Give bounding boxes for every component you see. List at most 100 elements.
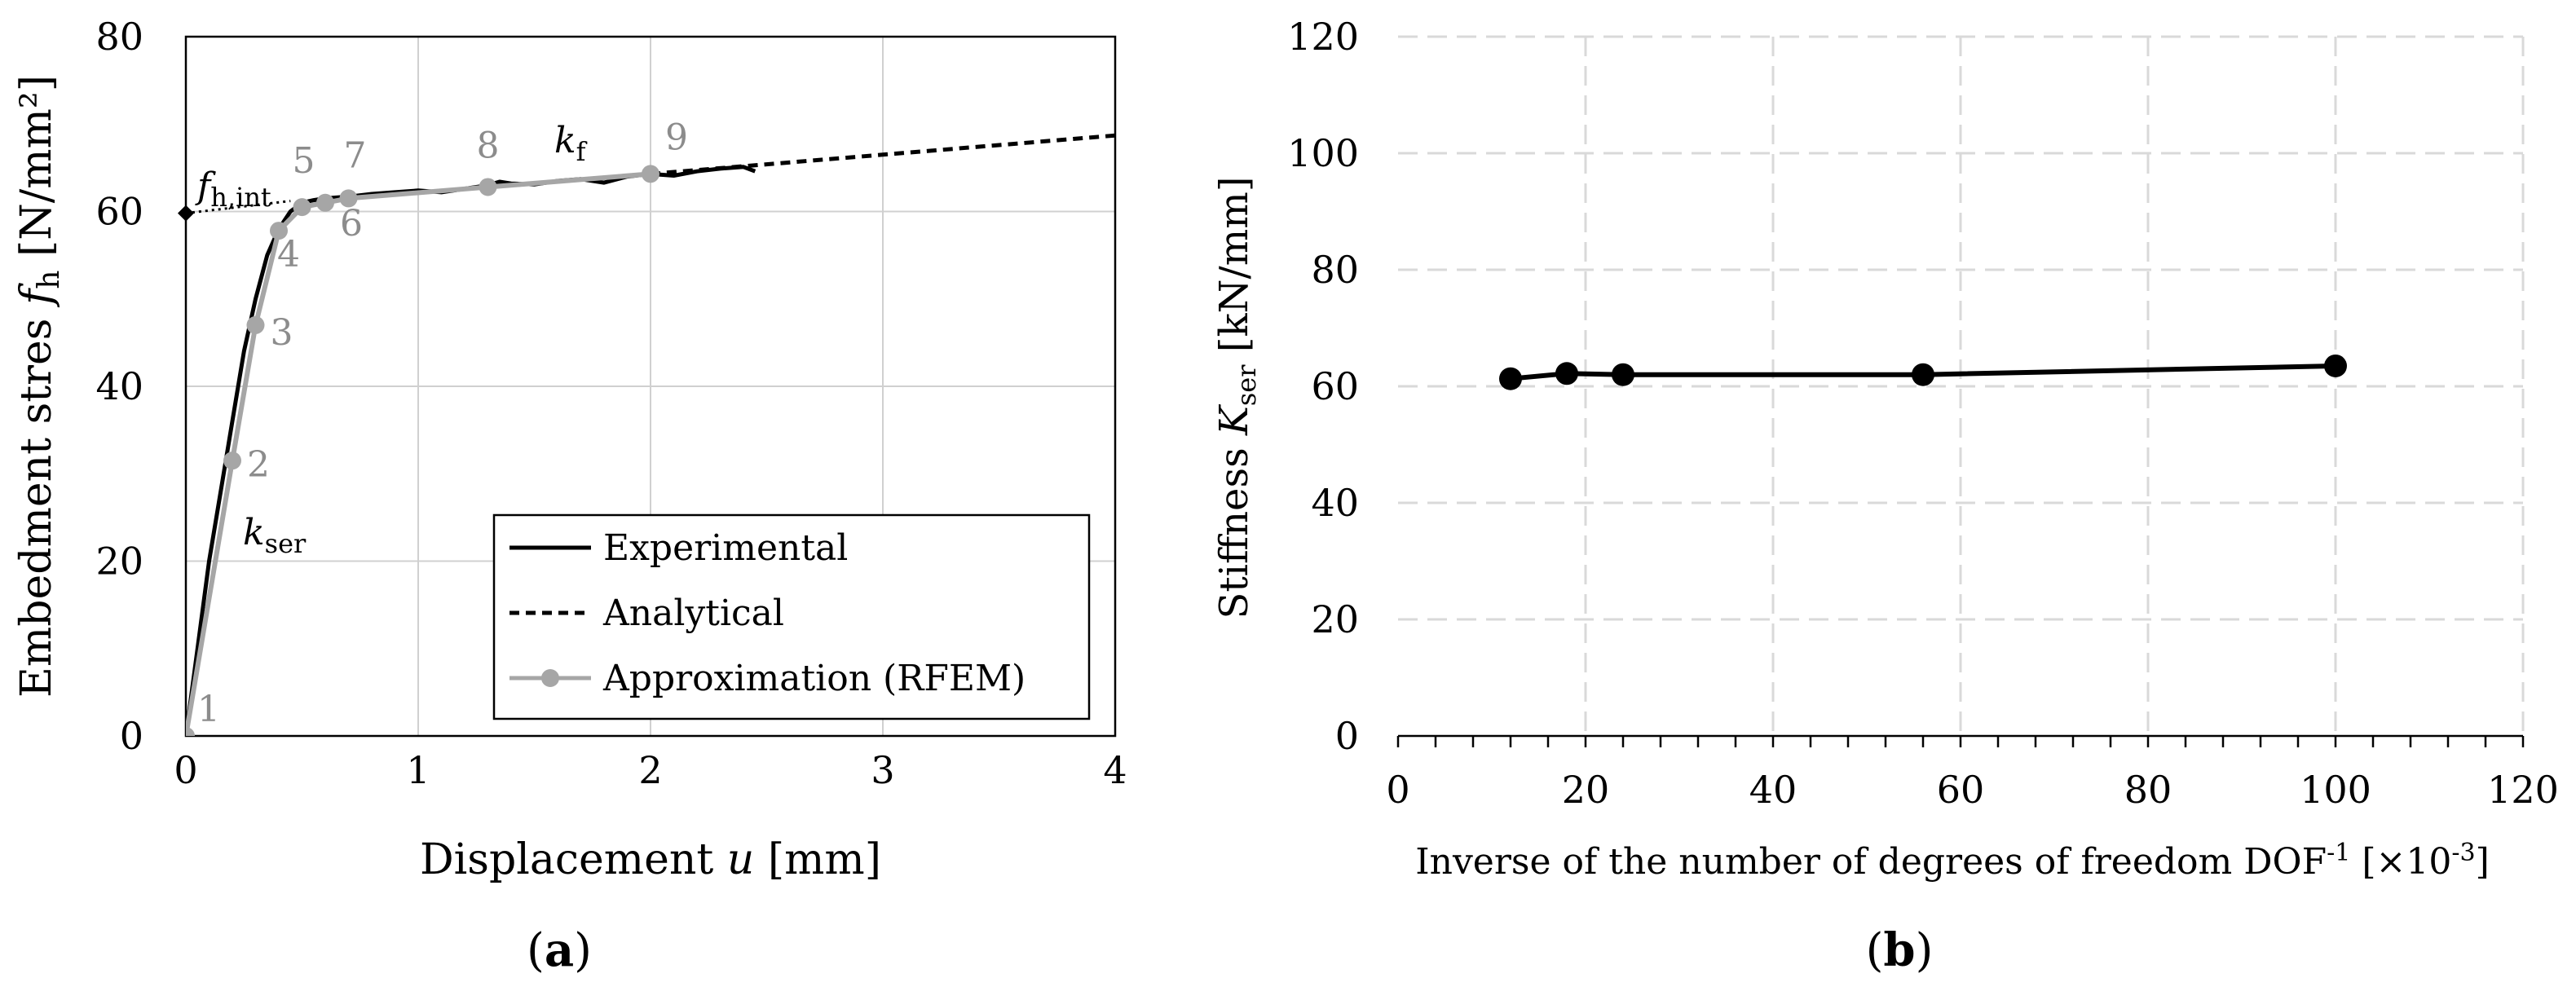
chart-b-point-2 <box>1555 362 1578 385</box>
chart-b-xlabel-text: Inverse of the number of degrees of free… <box>1415 841 2327 883</box>
chart-a-point-labels: 1 2 3 4 56 7 8 9 <box>197 117 688 730</box>
chart-a-plot-frame <box>184 35 1117 738</box>
chart-b-y-tick-60: 60 <box>1311 364 1359 408</box>
chart-a-intercept-marker <box>178 205 194 222</box>
chart-b-ylabel-unit: [kN/mm] <box>1211 177 1257 365</box>
chart-a-xlabel-unit: [mm] <box>754 835 881 884</box>
chart-a-approx-point-8 <box>479 178 497 196</box>
chart-b-panel-label: (b) <box>1866 923 1934 977</box>
kf-main: k <box>554 120 576 161</box>
chart-a-approx-point-9 <box>642 165 659 183</box>
legend-approximation-label: Approximation (RFEM) <box>602 658 1026 699</box>
chart-a-x-tick-3: 3 <box>871 748 894 792</box>
chart-a-ylabel-unit: [N/mm²] <box>12 75 61 271</box>
chart-b-y-tick-120: 120 <box>1287 15 1359 59</box>
chart-a-kser-label: kser <box>243 512 307 559</box>
chart-a-x-tick-1: 1 <box>406 748 430 792</box>
chart-a-point-label-8: 8 <box>477 125 500 166</box>
chart-a-point-label-1: 1 <box>197 689 220 730</box>
chart-a-y-tick-40: 40 <box>95 364 143 408</box>
chart-b-y-tick-labels: 0 20 40 60 80 100 120 <box>1287 15 1359 758</box>
chart-a-approx-point-3 <box>246 315 265 334</box>
chart-a-point-label-3: 3 <box>271 312 293 354</box>
chart-a-approx-point-6 <box>316 193 334 212</box>
chart-a-legend-box <box>492 513 1091 720</box>
chart-a-y-axis-label: Embedment stres fh [N/mm²] <box>12 75 66 698</box>
legend-approximation-marker <box>541 669 559 687</box>
chart-b-x-axis-label: Inverse of the number of degrees of free… <box>1415 839 2490 883</box>
chart-a-point-label-2: 2 <box>247 444 270 486</box>
chart-a-y-tick-0: 0 <box>120 714 143 758</box>
chart-a-kf-label: kf <box>554 120 588 167</box>
chart-a-point-label-4: 4 <box>277 234 300 275</box>
chart-a-y-tick-labels: 0 20 40 60 80 <box>95 15 143 758</box>
kser-sub: ser <box>265 528 307 559</box>
chart-a-point-label-9: 9 <box>665 117 688 158</box>
chart-b-point-1 <box>1499 367 1522 390</box>
chart-a-x-tick-labels: 0 1 2 3 4 <box>174 748 1127 792</box>
chart-a-x-tick-0: 0 <box>174 748 197 792</box>
panel-a-letter: a <box>545 923 574 977</box>
chart-b-x-tick-0: 0 <box>1386 768 1409 812</box>
fh-int-sub: h,int <box>210 182 271 213</box>
chart-a-approx-point-4 <box>270 222 288 240</box>
legend-experimental-label: Experimental <box>603 527 848 569</box>
chart-a-fh-int-label: fh,int <box>195 165 271 213</box>
chart-b-xlabel-unit-sup: -3 <box>2451 839 2475 867</box>
chart-a-legend: Experimental Analytical Approximation (R… <box>492 513 1091 720</box>
chart-b-point-3 <box>1612 363 1634 386</box>
chart-a-ylabel-text: Embedment stres <box>12 305 61 698</box>
chart-a-ylabel-sub: h <box>33 271 66 289</box>
chart-a-y-tick-20: 20 <box>95 540 143 584</box>
chart-b-x-tick-100: 100 <box>2300 768 2371 812</box>
chart-a-series-analytical <box>650 133 1115 176</box>
chart-b-y-tick-80: 80 <box>1311 248 1359 292</box>
legend-analytical-label: Analytical <box>602 593 784 634</box>
chart-b-y-axis-label: Stiffness Kser [kN/mm] <box>1211 177 1262 619</box>
chart-a-y-tick-60: 60 <box>95 190 143 234</box>
kser-main: k <box>243 512 265 553</box>
chart-a-approx-point-5 <box>293 198 311 217</box>
chart-a-y-tick-80: 80 <box>95 15 143 59</box>
chart-b-y-tick-0: 0 <box>1335 714 1359 758</box>
panel-b-letter: b <box>1883 923 1915 977</box>
chart-b-xlabel-unit-end: ] <box>2476 841 2490 883</box>
chart-b-ylabel-var: K <box>1211 403 1257 436</box>
chart-b-xlabel-unit: [×10 <box>2350 841 2451 883</box>
chart-b-xlabel-sup: -1 <box>2327 839 2350 867</box>
chart-b-x-tick-60: 60 <box>1937 768 1985 812</box>
chart-a-intercept-line <box>186 200 291 215</box>
chart-b: 0 20 40 60 80 100 120 0 20 40 60 80 100 120 Inverse … <box>1211 15 2559 977</box>
chart-a-point-label-5: 5 <box>293 140 315 182</box>
chart-a-approx-point-2 <box>223 452 241 470</box>
chart-b-minor-ticks <box>1396 736 2525 747</box>
chart-a-x-tick-4: 4 <box>1103 748 1127 792</box>
chart-a-point-label-7: 7 <box>344 134 367 176</box>
chart-b-x-tick-20: 20 <box>1562 768 1610 812</box>
chart-b-y-tick-20: 20 <box>1311 597 1359 641</box>
chart-a-panel-label: (a) <box>527 923 592 977</box>
chart-a-x-tick-2: 2 <box>638 748 662 792</box>
chart-a-xlabel-var: u <box>727 835 755 884</box>
chart-b-ylabel-text: Stiffness <box>1211 435 1257 619</box>
chart-a-x-axis-label: Displacement u [mm] <box>420 835 881 884</box>
chart-b-ylabel-sub: ser <box>1231 364 1262 406</box>
chart-a-series <box>186 133 1115 736</box>
chart-b-y-tick-100: 100 <box>1287 131 1359 175</box>
chart-b-series <box>1499 354 2347 390</box>
chart-a-point-label-6: 6 <box>340 203 363 244</box>
chart-b-x-tick-80: 80 <box>2124 768 2172 812</box>
chart-b-x-tick-120: 120 <box>2487 768 2559 812</box>
chart-b-gridlines <box>1398 35 2525 736</box>
chart-a-xlabel-text: Displacement <box>420 835 727 884</box>
chart-a-approx-point-7 <box>339 189 358 208</box>
chart-b-point-5 <box>2324 354 2347 377</box>
chart-b-y-tick-40: 40 <box>1311 481 1359 525</box>
chart-a-approx-point-1 <box>186 727 195 736</box>
chart-b-x-tick-labels: 0 20 40 60 80 100 120 <box>1386 768 2559 812</box>
kf-sub: f <box>576 136 588 167</box>
chart-b-x-tick-40: 40 <box>1749 768 1797 812</box>
chart-b-point-4 <box>1912 363 1934 386</box>
